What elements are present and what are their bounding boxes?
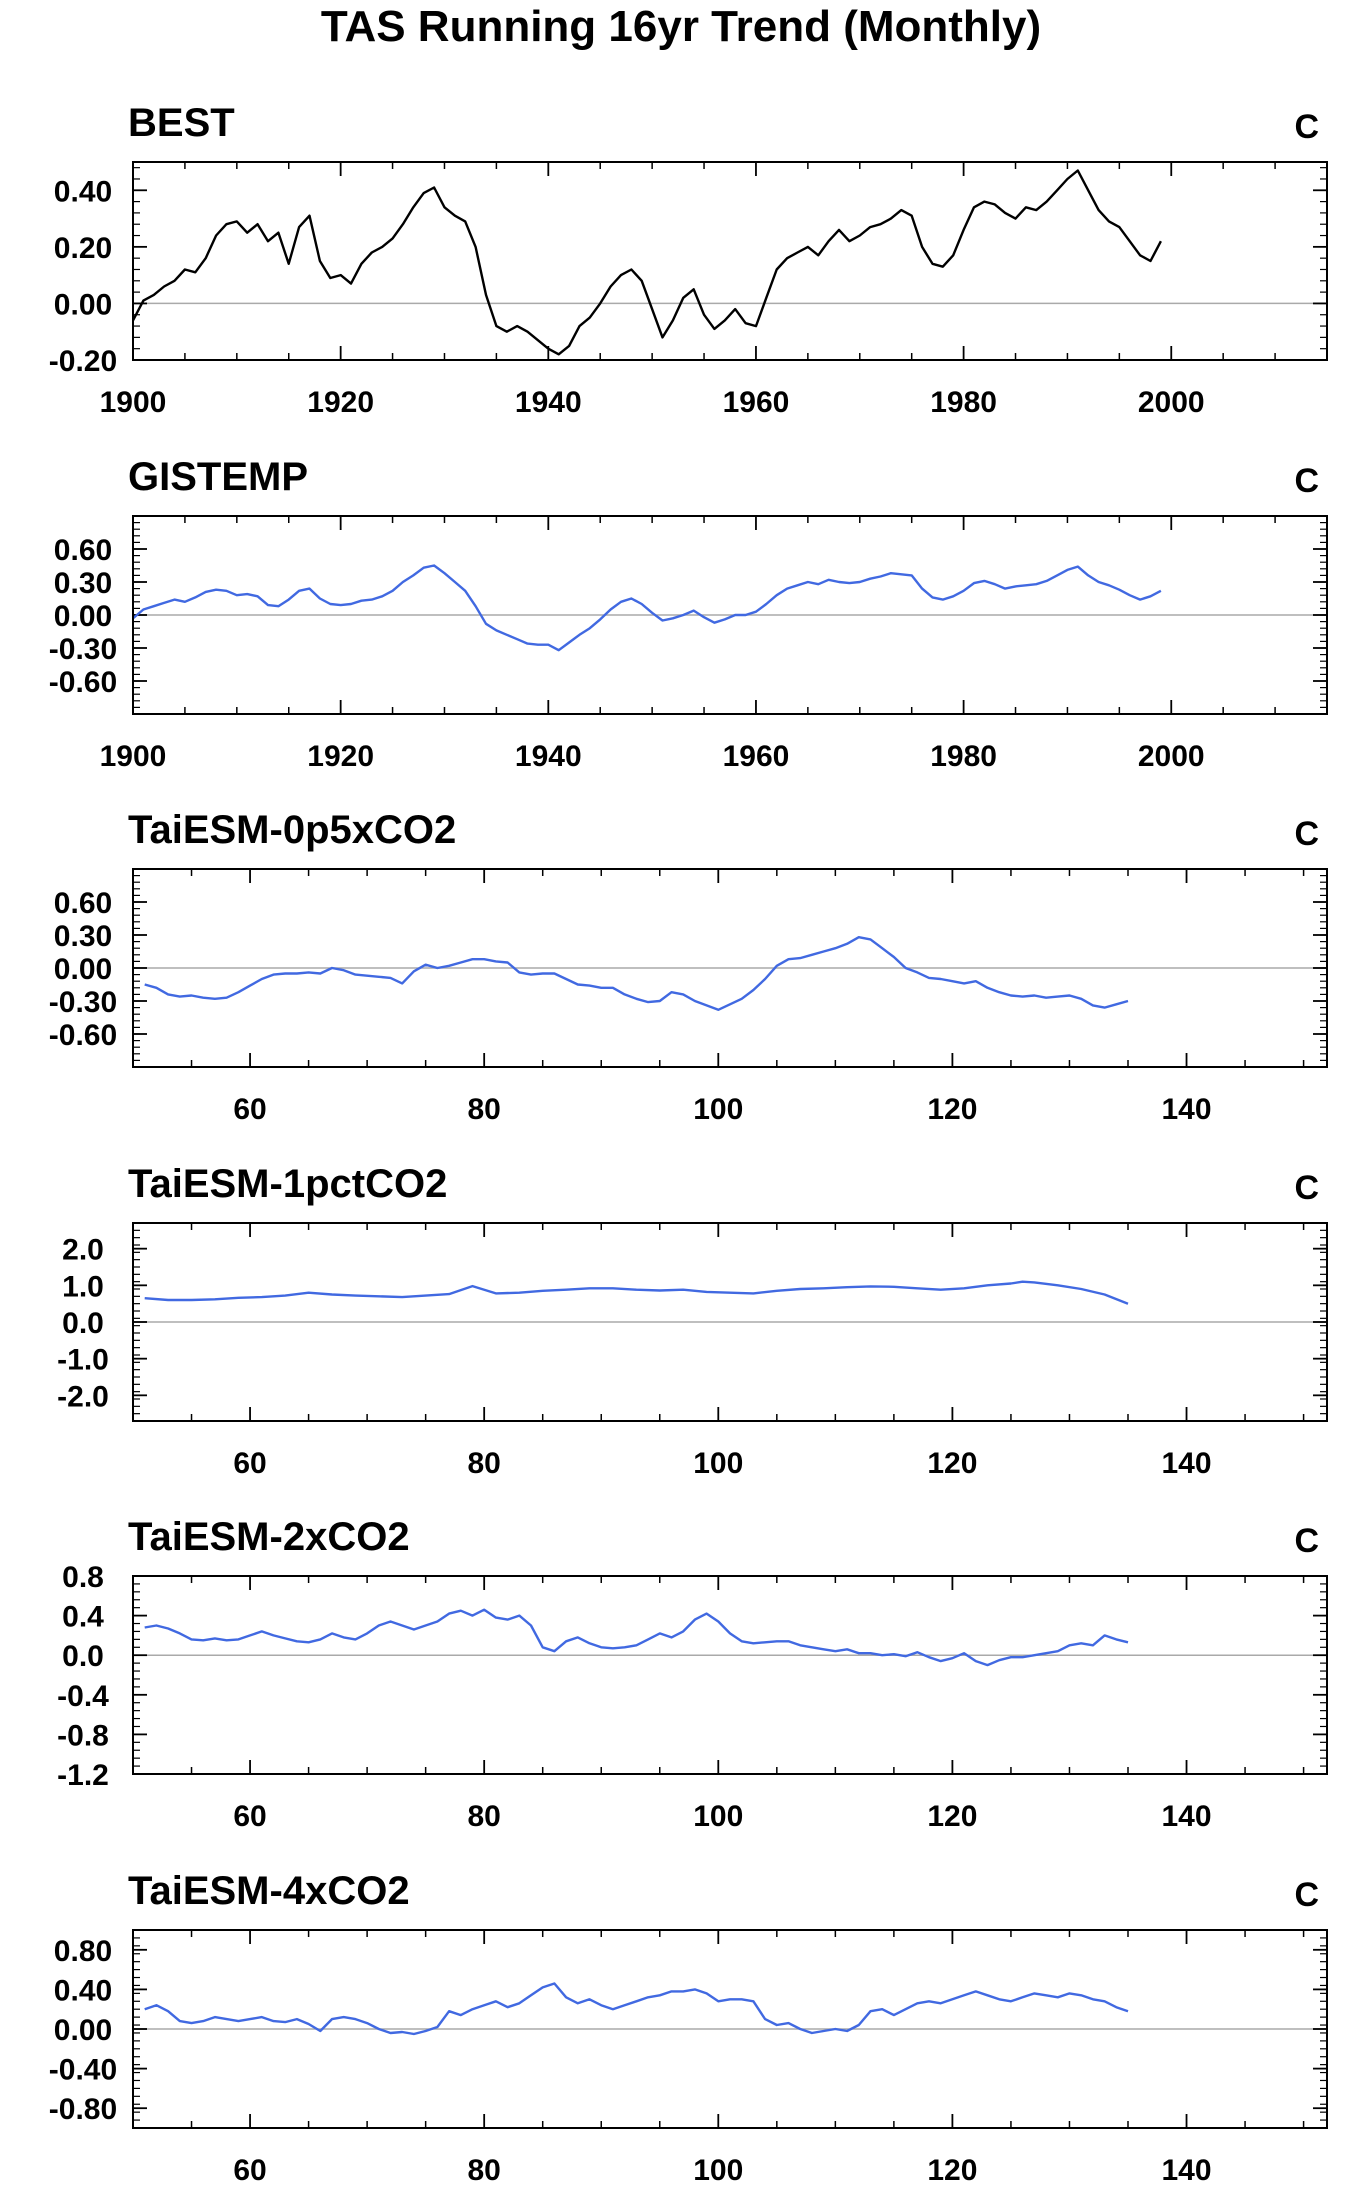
- y-tick-label: -0.8: [57, 1719, 109, 1752]
- y-tick-label: -1.2: [57, 1759, 109, 1792]
- chart-panel-2: GISTEMP C 1900 1920 1940 1960 1980 2000 -0.60-0.…: [49, 455, 1328, 773]
- y-tick-label: 0.00: [54, 953, 112, 986]
- series-line: [144, 1982, 1129, 2036]
- y-tick-label: 1.0: [62, 1270, 104, 1303]
- series-line: [144, 936, 1129, 1011]
- y-tick-label: -1.0: [57, 1344, 109, 1377]
- y-tick-label: 0.60: [54, 887, 112, 920]
- x-tick-label: 1980: [930, 386, 997, 419]
- plot-frame: [132, 1929, 1328, 2129]
- units-label: C: [1294, 815, 1319, 853]
- plot-frame: [132, 1575, 1328, 1775]
- x-tick-label: 80: [467, 1093, 500, 1126]
- panel-title: TaiESM-2xCO2: [128, 1515, 410, 1559]
- x-tick-label: 2000: [1138, 386, 1205, 419]
- y-tick-label: -0.60: [49, 1019, 117, 1052]
- y-tick-label: 0.4: [62, 1601, 104, 1634]
- units-label: C: [1294, 462, 1319, 500]
- plot-frame: [132, 868, 1328, 1068]
- x-tick-label: 80: [467, 1800, 500, 1833]
- series-line: [144, 1280, 1129, 1305]
- x-tick-label: 1940: [515, 386, 582, 419]
- panel-title: TaiESM-1pctCO2: [128, 1162, 447, 1206]
- y-tick-label: -0.60: [49, 666, 117, 699]
- x-tick-label: 2000: [1138, 740, 1205, 773]
- y-tick-label: -0.20: [49, 345, 117, 378]
- x-tick-label: 1900: [100, 740, 167, 773]
- x-tick-label: 140: [1161, 1093, 1211, 1126]
- chart-panel-1: BEST C 1900 1920 1940 1960 1980 2000 -0.20 0.00 0.…: [49, 101, 1328, 419]
- panel-title: TaiESM-0p5xCO2: [128, 808, 456, 852]
- figure-title: TAS Running 16yr Trend (Monthly): [320, 2, 1042, 51]
- series-line: [132, 564, 1162, 652]
- y-tick-label: 0.60: [54, 534, 112, 567]
- x-tick-label: 120: [927, 1447, 977, 1480]
- x-tick-label: 100: [693, 1447, 743, 1480]
- y-tick-label: 0.00: [54, 2014, 112, 2047]
- x-tick-label: 100: [693, 2154, 743, 2187]
- y-tick-label: 0.0: [62, 1307, 104, 1340]
- units-label: C: [1294, 1876, 1319, 1914]
- x-tick-label: 80: [467, 2154, 500, 2187]
- x-tick-label: 120: [927, 1093, 977, 1126]
- y-tick-label: -0.30: [49, 633, 117, 666]
- y-tick-label: -0.80: [49, 2093, 117, 2126]
- y-tick-label: 0.8: [62, 1561, 104, 1594]
- y-tick-label: 0.30: [54, 920, 112, 953]
- y-tick-label: 0.30: [54, 567, 112, 600]
- x-tick-label: 140: [1161, 2154, 1211, 2187]
- x-tick-label: 60: [233, 1093, 266, 1126]
- series-line: [144, 1608, 1129, 1667]
- y-tick-label: -0.40: [49, 2054, 117, 2087]
- x-tick-label: 1960: [723, 740, 790, 773]
- y-tick-label: 0.40: [54, 175, 112, 208]
- units-label: C: [1294, 108, 1319, 146]
- x-tick-label: 1920: [307, 740, 374, 773]
- x-tick-label: 140: [1161, 1447, 1211, 1480]
- y-tick-label: 0.20: [54, 232, 112, 265]
- chart-panel-4: TaiESM-1pctCO2 C 60 80 100 120 140 -2.0-1.0 0.0 1…: [57, 1162, 1328, 1480]
- plot-frame: [132, 161, 1328, 361]
- chart-panel-5: TaiESM-2xCO2 C 60 80 100 120 140 -1.2 -0.8 -0.4 0.…: [57, 1515, 1328, 1833]
- plot-frame: [132, 515, 1328, 715]
- x-tick-label: 140: [1161, 1800, 1211, 1833]
- x-tick-label: 100: [693, 1093, 743, 1126]
- x-tick-label: 100: [693, 1800, 743, 1833]
- y-tick-label: 0.80: [54, 1935, 112, 1968]
- y-tick-label: -0.30: [49, 986, 117, 1019]
- x-tick-label: 1900: [100, 386, 167, 419]
- x-tick-label: 1920: [307, 386, 374, 419]
- x-tick-label: 1960: [723, 386, 790, 419]
- units-label: C: [1294, 1169, 1319, 1207]
- x-tick-label: 80: [467, 1447, 500, 1480]
- y-tick-label: 0.40: [54, 1974, 112, 2007]
- chart-panel-3: TaiESM-0p5xCO2 C60 80 100 120 140-0.60-0.300.…: [49, 808, 1328, 1126]
- y-tick-label: 0.0: [62, 1640, 104, 1673]
- x-tick-label: 1940: [515, 740, 582, 773]
- x-tick-label: 60: [233, 1800, 266, 1833]
- panel-title: TaiESM-4xCO2: [128, 1869, 410, 1913]
- chart-panel-6: TaiESM-4xCO2 C 60 80 100 120 140 -0.80 -0.40 0.00…: [49, 1869, 1328, 2187]
- panel-title: GISTEMP: [128, 455, 308, 499]
- y-tick-label: 2.0: [62, 1234, 104, 1267]
- panel-title: BEST: [128, 101, 235, 145]
- x-tick-label: 60: [233, 2154, 266, 2187]
- y-tick-label: -2.0: [57, 1380, 109, 1413]
- y-tick-label: -0.4: [57, 1680, 109, 1713]
- x-tick-label: 1980: [930, 740, 997, 773]
- series-line: [131, 169, 1162, 356]
- x-tick-label: 60: [233, 1447, 266, 1480]
- y-tick-label: 0.00: [54, 288, 112, 321]
- x-tick-label: 120: [927, 1800, 977, 1833]
- units-label: C: [1294, 1522, 1319, 1560]
- x-tick-label: 120: [927, 2154, 977, 2187]
- plot-frame: [132, 1222, 1328, 1422]
- y-tick-label: 0.00: [54, 600, 112, 633]
